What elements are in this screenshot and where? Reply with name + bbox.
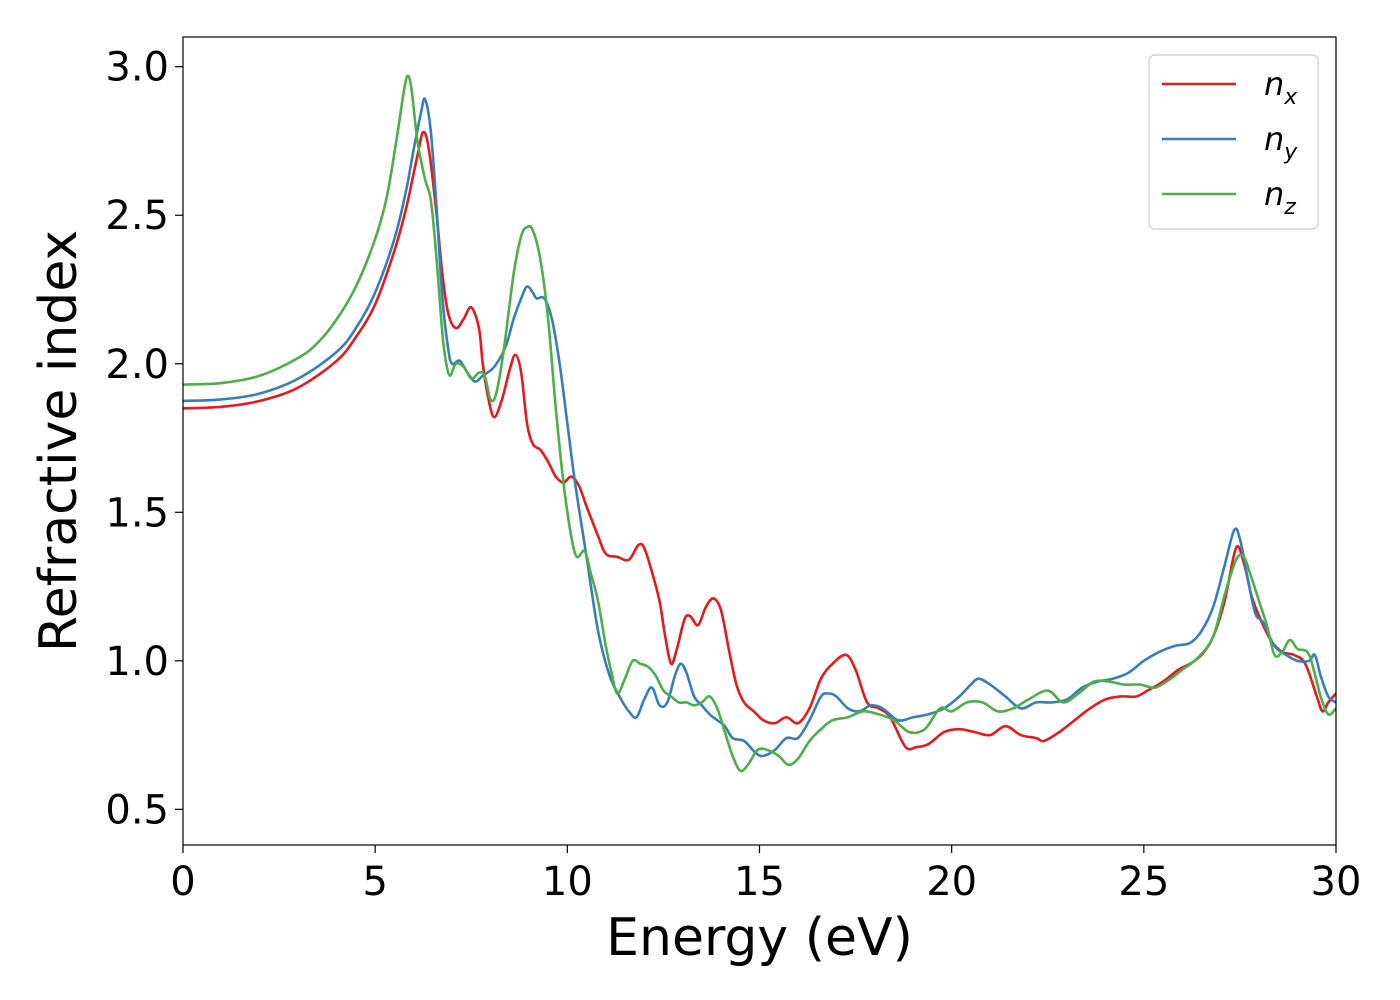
x-tick-label: 0 (170, 859, 195, 905)
series-line-n-z (183, 74, 1336, 773)
x-tick-label: 25 (1118, 859, 1169, 905)
legend-label-base: n (1264, 175, 1284, 213)
x-tick-label: 10 (542, 859, 593, 905)
legend-box (1148, 54, 1319, 230)
legend-label-subscript: x (1283, 85, 1298, 110)
y-tick-label: 1.0 (105, 639, 169, 685)
y-tick-label: 0.5 (105, 787, 169, 833)
x-axis-label: Energy (eV) (606, 908, 913, 968)
x-tick-label: 15 (734, 859, 785, 905)
legend-label-n-x: nx (1264, 65, 1298, 110)
x-axis: 0 5 10 15 20 25 30 (170, 845, 1361, 905)
series-lines-layer (183, 74, 1336, 773)
legend-label-subscript: z (1283, 195, 1296, 220)
legend-label-base: n (1264, 65, 1284, 103)
legend-label-base: n (1264, 120, 1284, 158)
legend-label-subscript: y (1283, 140, 1298, 165)
y-tick-label: 2.0 (105, 342, 169, 388)
plot-area (183, 37, 1336, 845)
y-axis: 0.5 1.0 1.5 2.0 2.5 3.0 (105, 45, 183, 833)
series-line-n-y (183, 97, 1336, 758)
series-line-n-x (183, 130, 1336, 751)
legend-label-n-y: ny (1264, 120, 1298, 165)
x-tick-label: 20 (926, 859, 977, 905)
y-tick-label: 2.5 (105, 193, 169, 239)
x-tick-label: 30 (1311, 859, 1362, 905)
y-tick-label: 1.5 (105, 490, 169, 536)
y-tick-label: 3.0 (105, 45, 169, 91)
x-tick-label: 5 (362, 859, 387, 905)
y-axis-label: Refractive index (29, 230, 89, 652)
legend-label-n-z: nz (1264, 175, 1296, 220)
